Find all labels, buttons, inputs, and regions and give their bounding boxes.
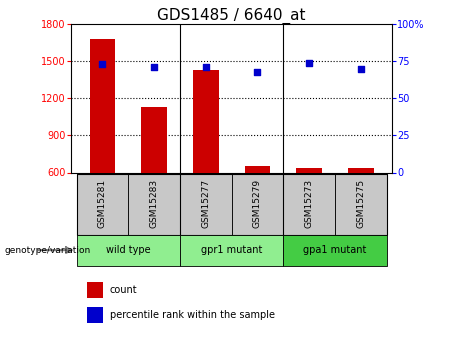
FancyBboxPatch shape — [77, 174, 128, 235]
Point — [202, 65, 209, 70]
Text: wild type: wild type — [106, 245, 151, 255]
Text: GSM15275: GSM15275 — [356, 179, 366, 228]
Bar — [141, 107, 167, 247]
Text: GSM15277: GSM15277 — [201, 179, 210, 228]
Bar — [88, 282, 103, 298]
Text: GSM15283: GSM15283 — [150, 179, 159, 228]
Text: gpr1 mutant: gpr1 mutant — [201, 245, 262, 255]
Point — [254, 69, 261, 75]
Bar — [245, 166, 271, 247]
Text: percentile rank within the sample: percentile rank within the sample — [110, 310, 275, 320]
Point — [306, 60, 313, 66]
Point — [150, 65, 158, 70]
Text: GSM15273: GSM15273 — [305, 179, 313, 228]
FancyBboxPatch shape — [335, 174, 387, 235]
FancyBboxPatch shape — [231, 174, 284, 235]
Point — [357, 66, 365, 71]
Text: genotype/variation: genotype/variation — [5, 246, 91, 255]
Text: count: count — [110, 285, 137, 295]
FancyBboxPatch shape — [180, 235, 284, 266]
Bar — [348, 168, 374, 247]
Point — [99, 61, 106, 67]
Bar — [88, 307, 103, 323]
Bar — [296, 168, 322, 247]
FancyBboxPatch shape — [128, 174, 180, 235]
Text: GSM15281: GSM15281 — [98, 179, 107, 228]
FancyBboxPatch shape — [77, 235, 180, 266]
Text: gpa1 mutant: gpa1 mutant — [303, 245, 366, 255]
Title: GDS1485 / 6640_at: GDS1485 / 6640_at — [157, 8, 306, 24]
FancyBboxPatch shape — [284, 235, 387, 266]
FancyBboxPatch shape — [284, 174, 335, 235]
Bar — [193, 70, 219, 247]
Text: GSM15279: GSM15279 — [253, 179, 262, 228]
Bar — [89, 39, 115, 247]
FancyBboxPatch shape — [180, 174, 231, 235]
